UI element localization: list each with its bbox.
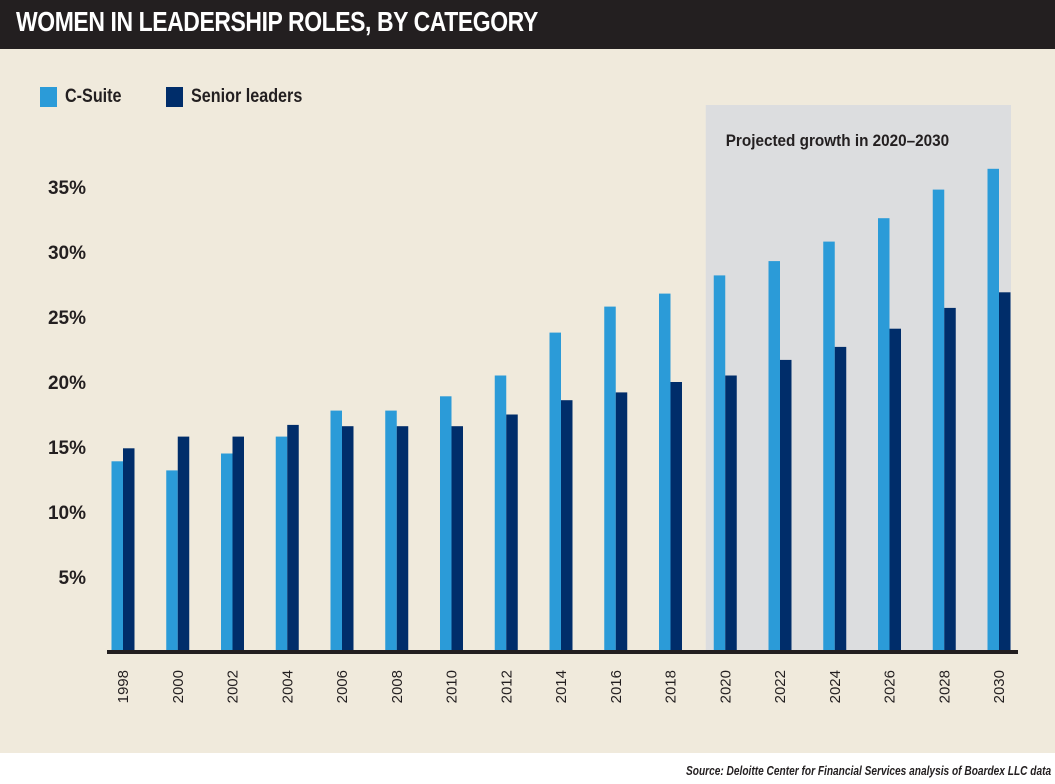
x-tick-label: 2016 [608, 670, 625, 703]
bar-senior-leaders [123, 448, 135, 652]
header-bar: WOMEN IN LEADERSHIP ROLES, BY CATEGORY [0, 0, 1055, 49]
bar-csuite [494, 375, 507, 652]
x-tick-label: 2000 [170, 670, 187, 703]
x-tick-label: 2012 [498, 670, 515, 703]
legend-swatch-csuite [40, 87, 57, 107]
x-tick-label: 2022 [772, 670, 789, 703]
bar-senior-leaders [342, 426, 354, 652]
legend-item-csuite: C-Suite [40, 86, 132, 108]
bar-senior-leaders [780, 359, 792, 652]
bar-csuite [987, 168, 999, 653]
bar-senior-leaders [177, 436, 190, 652]
bar-csuite [823, 241, 835, 652]
bar-senior-leaders [889, 328, 901, 652]
bar-csuite [111, 461, 123, 652]
bar-csuite [385, 410, 397, 652]
bar-csuite [221, 453, 233, 652]
source-note: Source: Deloitte Center for Financial Se… [685, 763, 1051, 778]
bar-senior-leaders [561, 400, 573, 652]
x-tick-label: 2028 [936, 670, 953, 703]
x-axis-ticks: 1998 2000 2002 2004 2006 2008 2010 2012 2014 2016… [115, 670, 1008, 703]
bar-senior-leaders [287, 424, 299, 652]
x-tick-label: 2024 [827, 670, 844, 703]
y-tick-label: 5% [59, 568, 87, 589]
x-tick-label: 2014 [553, 670, 570, 703]
x-tick-label: 2020 [717, 670, 734, 703]
x-tick-label: 2010 [444, 670, 461, 703]
bar-senior-leaders [232, 436, 244, 652]
bar-senior-leaders [944, 307, 956, 652]
bar-senior-leaders [834, 346, 847, 652]
bar-senior-leaders [451, 426, 463, 652]
legend-swatch-senior [165, 87, 183, 107]
bar-csuite [659, 293, 671, 652]
bar-senior-leaders [506, 414, 518, 652]
y-tick-label: 35% [48, 178, 86, 199]
legend-label-senior: Senior leaders [190, 86, 302, 107]
x-tick-label: 2008 [389, 670, 406, 703]
x-tick-label: 2026 [882, 670, 899, 703]
y-tick-label: 15% [48, 438, 86, 459]
bar-senior-leaders [999, 292, 1011, 652]
x-tick-label: 2018 [663, 670, 680, 703]
y-tick-label: 20% [48, 373, 86, 394]
x-tick-label: 1998 [115, 670, 132, 703]
bar-csuite [713, 275, 726, 652]
bar-csuite [768, 261, 780, 652]
bar-csuite [330, 410, 342, 652]
legend-label-csuite: C-Suite [65, 86, 122, 107]
y-tick-label: 10% [48, 503, 86, 524]
bar-senior-leaders [670, 382, 682, 652]
bar-csuite [440, 396, 452, 652]
legend-item-senior: Senior leaders [165, 86, 322, 108]
bar-senior-leaders [725, 375, 737, 652]
bar-csuite [275, 436, 288, 652]
x-tick-label: 2006 [334, 670, 351, 703]
bar-csuite [878, 218, 890, 652]
bars [111, 168, 1011, 653]
projection-band [705, 105, 1011, 652]
bar-csuite [932, 189, 945, 652]
bar-csuite [604, 306, 616, 652]
y-tick-label: 25% [48, 308, 86, 329]
bar-senior-leaders [396, 426, 409, 652]
x-tick-label: 2030 [991, 670, 1008, 703]
chart-title: WOMEN IN LEADERSHIP ROLES, BY CATEGORY [16, 6, 538, 37]
x-tick-label: 2004 [279, 670, 296, 703]
legend: C-Suite Senior leaders [40, 86, 355, 108]
bar-csuite [166, 470, 178, 652]
y-axis-ticks: 5% 10% 15% 20% 25% 30% 35% [48, 178, 86, 589]
bar-csuite [549, 332, 561, 652]
x-tick-label: 2002 [225, 670, 242, 703]
bar-senior-leaders [615, 392, 628, 652]
y-tick-label: 30% [48, 243, 86, 264]
projection-label: Projected growth in 2020–2030 [726, 131, 949, 150]
